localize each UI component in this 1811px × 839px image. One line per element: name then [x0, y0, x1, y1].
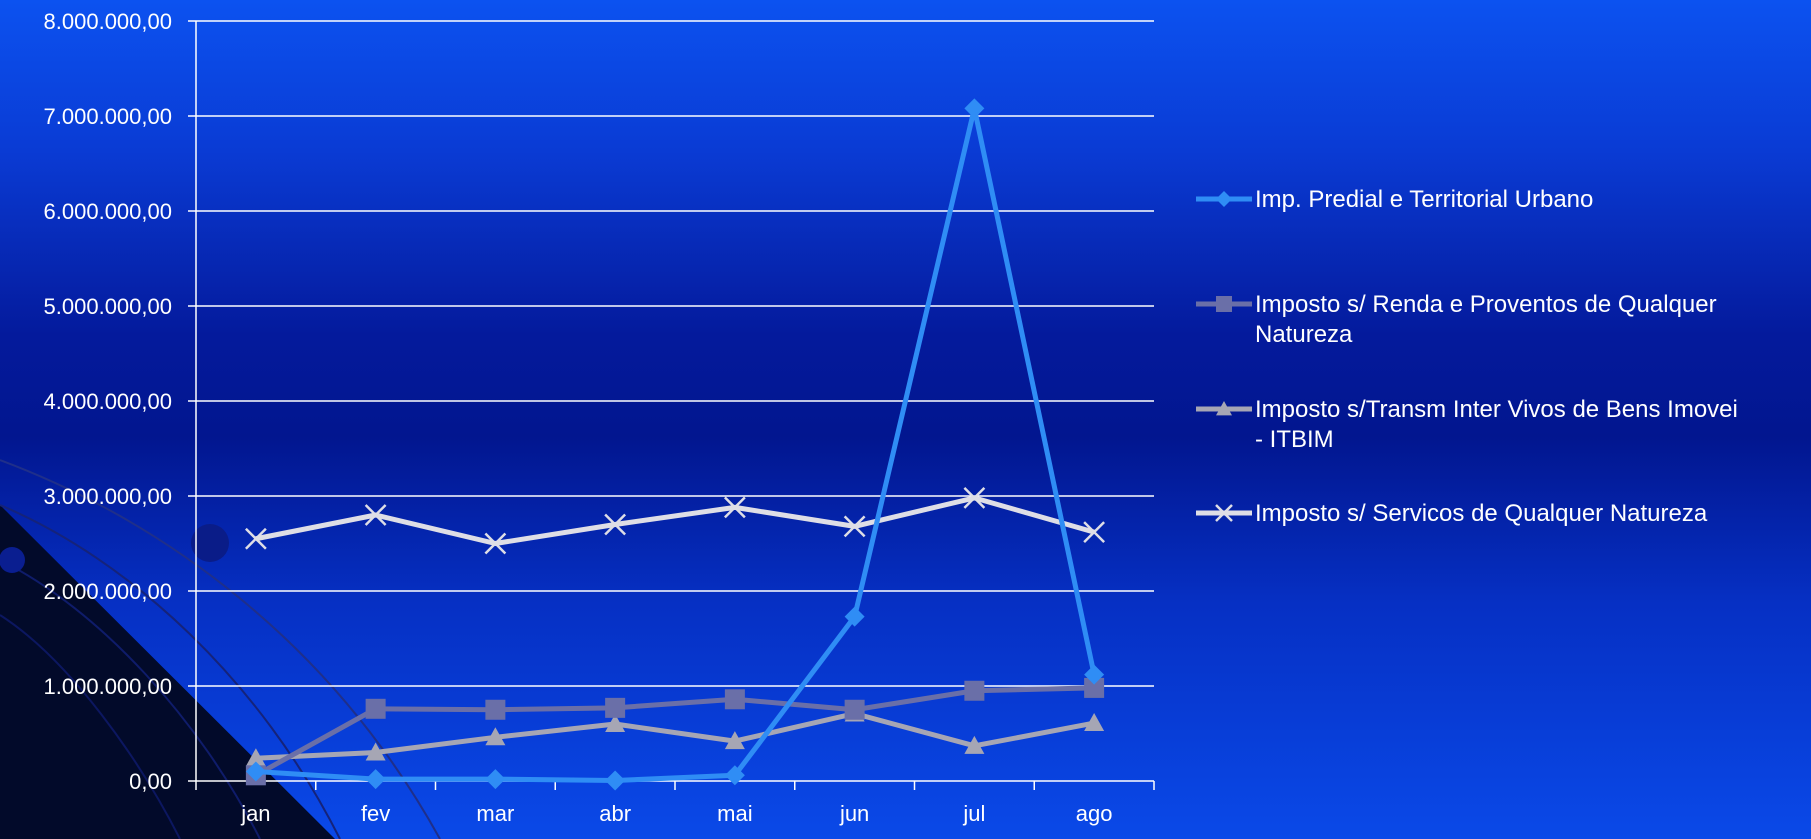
- series-line: [254, 685, 1095, 778]
- y-tick-label: 5.000.000,00: [44, 294, 172, 319]
- legend-label: Imp. Predial e Territorial Urbano: [1255, 186, 1593, 213]
- data-point-triangle: [605, 714, 626, 732]
- decorative-arc: [0, 614, 181, 839]
- series-lines: [244, 98, 1106, 791]
- data-point-square: [365, 698, 386, 719]
- gridlines: [196, 20, 1154, 687]
- data-point-triangle: [485, 727, 506, 746]
- y-tick-label: 1.000.000,00: [44, 674, 172, 699]
- data-point-x: [244, 527, 267, 550]
- x-tick-label: jul: [962, 801, 985, 826]
- decorative-arc: [0, 459, 441, 839]
- data-point-triangle: [1084, 713, 1105, 732]
- legend-item-3: Imposto s/Transm Inter Vivos de Bens Imo…: [1196, 396, 1738, 453]
- data-point-x: [484, 532, 507, 555]
- x-tick-label: fev: [361, 801, 390, 826]
- data-point-x-stroke: [1215, 504, 1233, 522]
- y-tick-label: 0,00: [129, 769, 172, 794]
- data-point-x-stroke: [604, 513, 627, 536]
- data-point-x: [723, 496, 746, 519]
- series-4: [244, 487, 1106, 555]
- data-point-diamond: [1216, 191, 1232, 207]
- legend-item-4: Imposto s/ Servicos de Qualquer Natureza: [1196, 500, 1708, 527]
- data-point-x: [843, 515, 866, 538]
- series-line: [255, 711, 1095, 761]
- data-point-x: [1215, 504, 1233, 522]
- data-point-x-stroke: [484, 532, 507, 555]
- data-point-diamond: [1084, 664, 1105, 685]
- data-point-x-stroke: [843, 515, 866, 538]
- legend-label: Imposto s/ Servicos de Qualquer Natureza: [1255, 500, 1708, 527]
- data-point-x: [364, 504, 387, 526]
- x-tick-label: mar: [476, 801, 514, 826]
- x-tick-label: jan: [240, 801, 270, 826]
- legend-label: - ITBIM: [1255, 426, 1334, 453]
- series-1: [245, 98, 1105, 791]
- data-point-x: [604, 513, 627, 536]
- decorative-arc: [0, 559, 261, 839]
- x-tick-label: abr: [599, 801, 631, 826]
- legend-item-1: Imp. Predial e Territorial Urbano: [1196, 186, 1593, 213]
- data-point-triangle: [1216, 401, 1232, 416]
- data-point-x-stroke: [963, 487, 986, 509]
- data-point-diamond: [605, 770, 626, 791]
- legend-item-2: Imposto s/ Renda e Proventos de Qualquer…: [1196, 291, 1717, 348]
- legend-label: Imposto s/ Renda e Proventos de Qualquer: [1255, 291, 1717, 318]
- series-line: [255, 105, 1097, 784]
- x-tick-label: jun: [839, 801, 869, 826]
- y-tick-label: 7.000.000,00: [44, 104, 172, 129]
- data-point-diamond: [964, 98, 985, 119]
- legend-label: Natureza: [1255, 321, 1353, 348]
- data-point-square: [964, 680, 985, 701]
- decorative-orb: [191, 524, 229, 562]
- data-point-x-stroke: [364, 504, 387, 526]
- data-point-diamond: [245, 761, 266, 782]
- data-point-triangle: [964, 735, 985, 754]
- data-point-diamond: [724, 765, 745, 786]
- data-point-x: [963, 487, 986, 509]
- series-line: [255, 495, 1095, 546]
- data-point-x: [1083, 521, 1106, 543]
- axes: 0,00 1.000.000,00 2.000.000,00 3.000.000,00…: [44, 9, 1155, 826]
- y-tick-label: 2.000.000,00: [44, 579, 172, 604]
- x-tick-label: mai: [717, 801, 752, 826]
- data-point-square: [844, 699, 865, 720]
- y-tick-label: 4.000.000,00: [44, 389, 172, 414]
- y-tick-label: 6.000.000,00: [44, 199, 172, 224]
- data-point-x-stroke: [244, 527, 267, 550]
- data-point-triangle: [365, 742, 386, 761]
- legend: Imp. Predial e Territorial Urbano Imposto…: [1196, 186, 1738, 527]
- data-point-x-stroke: [723, 496, 746, 519]
- data-point-diamond: [365, 769, 386, 790]
- x-tick-label: ago: [1076, 801, 1113, 826]
- data-point-x-stroke: [1083, 521, 1106, 543]
- data-point-square: [605, 697, 626, 718]
- y-tick-label: 8.000.000,00: [44, 9, 172, 34]
- data-point-square: [1216, 296, 1232, 312]
- data-point-triangle: [245, 748, 266, 767]
- dark-corner-triangle: [0, 505, 335, 839]
- legend-label: Imposto s/Transm Inter Vivos de Bens Imo…: [1255, 396, 1738, 423]
- data-point-square: [485, 699, 506, 720]
- data-point-diamond: [485, 769, 506, 790]
- y-tick-label: 3.000.000,00: [44, 484, 172, 509]
- data-point-triangle: [724, 731, 745, 750]
- data-point-diamond: [844, 606, 865, 627]
- data-point-square: [1084, 677, 1105, 698]
- decorative-orb: [0, 547, 25, 573]
- data-point-square: [724, 689, 745, 710]
